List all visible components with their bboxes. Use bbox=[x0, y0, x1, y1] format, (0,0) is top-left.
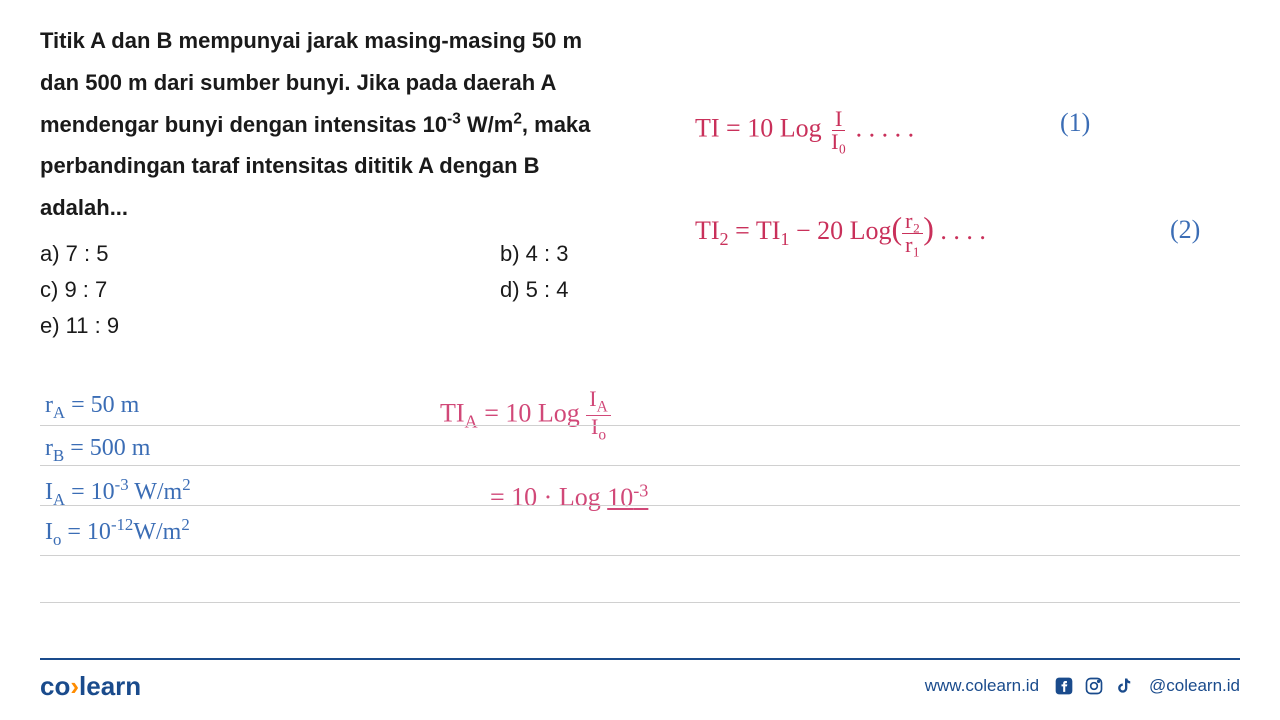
logo-learn: learn bbox=[79, 671, 141, 701]
social-icons bbox=[1053, 675, 1135, 697]
line-4 bbox=[40, 555, 1240, 556]
footer: co›learn www.colearn.id @colearn.id bbox=[40, 658, 1240, 698]
work-tia: TIA = 10 Log IAIo bbox=[440, 388, 611, 443]
q-line3-sup2: 2 bbox=[513, 110, 522, 127]
f2-dots: . . . . bbox=[934, 216, 986, 245]
f2-sub1: 2 bbox=[720, 229, 729, 249]
io-sup: -12 bbox=[111, 515, 133, 534]
s2-frac-top: 10-3 bbox=[607, 483, 648, 512]
f1-dots: . . . . . bbox=[849, 114, 914, 143]
tia-eq: = 10 Log bbox=[478, 398, 587, 427]
ra-sub: A bbox=[53, 403, 65, 422]
line-1 bbox=[40, 425, 1240, 426]
q-line3-mid: W/m bbox=[461, 112, 514, 137]
question-text: Titik A dan B mempunyai jarak masing-mas… bbox=[40, 20, 660, 229]
f2-frac-top: r₂ bbox=[902, 210, 923, 233]
f1-frac: II₀ bbox=[828, 108, 849, 153]
q-line3-post: , maka bbox=[522, 112, 591, 137]
s2-eq: = 10 · Log bbox=[490, 483, 607, 512]
ia-sym: I bbox=[45, 479, 53, 505]
io-unit: W/m bbox=[133, 519, 181, 545]
q-line1: Titik A dan B mempunyai jarak masing-mas… bbox=[40, 28, 582, 53]
f2-t1: TI bbox=[695, 216, 720, 245]
q-line3-sup: -3 bbox=[447, 110, 461, 127]
option-row-3: e) 11 : 9 bbox=[40, 313, 660, 339]
footer-handle: @colearn.id bbox=[1149, 676, 1240, 696]
option-row-2: c) 9 : 7 d) 5 : 4 bbox=[40, 277, 660, 303]
option-b: b) 4 : 3 bbox=[500, 241, 568, 267]
work-step2: = 10 · Log 10-3 bbox=[490, 480, 648, 513]
given-ra: rA = 50 m bbox=[45, 392, 139, 423]
footer-url: www.colearn.id bbox=[925, 676, 1039, 696]
io-sup2: 2 bbox=[181, 515, 189, 534]
q-line4: perbandingan taraf intensitas dititik A … bbox=[40, 153, 540, 178]
formula-2-ref: (2) bbox=[1170, 215, 1200, 245]
footer-right: www.colearn.id @colearn.id bbox=[925, 675, 1240, 697]
ia-sup2: 2 bbox=[182, 475, 190, 494]
formula-1-ref: (1) bbox=[1060, 108, 1090, 138]
f1-frac-bot: I₀ bbox=[828, 131, 849, 153]
logo-dot: › bbox=[70, 671, 79, 701]
given-rb: rB = 500 m bbox=[45, 435, 150, 466]
tia-sub: A bbox=[465, 412, 478, 432]
tiktok-icon bbox=[1113, 675, 1135, 697]
tia-top: IA bbox=[586, 388, 611, 416]
given-io: Io = 10-12W/m2 bbox=[45, 515, 190, 550]
ra-val: = 50 m bbox=[65, 392, 139, 418]
f2-frac: r₂r₁ bbox=[902, 210, 923, 255]
options: a) 7 : 5 b) 4 : 3 c) 9 : 7 d) 5 : 4 e) 1… bbox=[40, 241, 660, 339]
f1-text: TI = 10 Log bbox=[695, 114, 828, 143]
ia-sup: -3 bbox=[115, 475, 129, 494]
ra-sym: r bbox=[45, 392, 53, 418]
option-e: e) 11 : 9 bbox=[40, 313, 500, 339]
option-row-1: a) 7 : 5 b) 4 : 3 bbox=[40, 241, 660, 267]
f1-frac-top: I bbox=[832, 108, 845, 131]
ia-val: = 10 bbox=[65, 479, 115, 505]
option-d: d) 5 : 4 bbox=[500, 277, 568, 303]
f2-paren-close: ) bbox=[923, 210, 934, 246]
f2-paren-open: ( bbox=[892, 210, 903, 246]
rb-sub: B bbox=[53, 446, 64, 465]
tia-bot: Io bbox=[588, 416, 609, 443]
q-line3-pre: mendengar bunyi dengan intensitas 10 bbox=[40, 112, 447, 137]
io-val: = 10 bbox=[61, 519, 111, 545]
line-2 bbox=[40, 465, 1240, 466]
logo: co›learn bbox=[40, 671, 141, 702]
io-sym: I bbox=[45, 519, 53, 545]
option-c: c) 9 : 7 bbox=[40, 277, 500, 303]
f2-t3: − 20 Log bbox=[789, 216, 891, 245]
rb-val: = 500 m bbox=[64, 435, 150, 461]
option-a: a) 7 : 5 bbox=[40, 241, 500, 267]
tia-txt: TI bbox=[440, 398, 465, 427]
q-line5: adalah... bbox=[40, 195, 128, 220]
ia-unit: W/m bbox=[129, 479, 183, 505]
line-5 bbox=[40, 602, 1240, 603]
logo-co: co bbox=[40, 671, 70, 701]
line-3 bbox=[40, 505, 1240, 506]
rb-sym: r bbox=[45, 435, 53, 461]
facebook-icon bbox=[1053, 675, 1075, 697]
formula-2: TI2 = TI1 − 20 Log(r₂r₁) . . . . bbox=[695, 210, 986, 256]
question-block: Titik A dan B mempunyai jarak masing-mas… bbox=[40, 20, 660, 349]
tia-frac: IAIo bbox=[586, 388, 611, 443]
q-line2: dan 500 m dari sumber bunyi. Jika pada d… bbox=[40, 70, 556, 95]
f2-t2: = TI bbox=[729, 216, 781, 245]
formula-1: TI = 10 Log II₀ . . . . . bbox=[695, 108, 914, 153]
instagram-icon bbox=[1083, 675, 1105, 697]
f2-frac-bot: r₁ bbox=[902, 234, 923, 256]
